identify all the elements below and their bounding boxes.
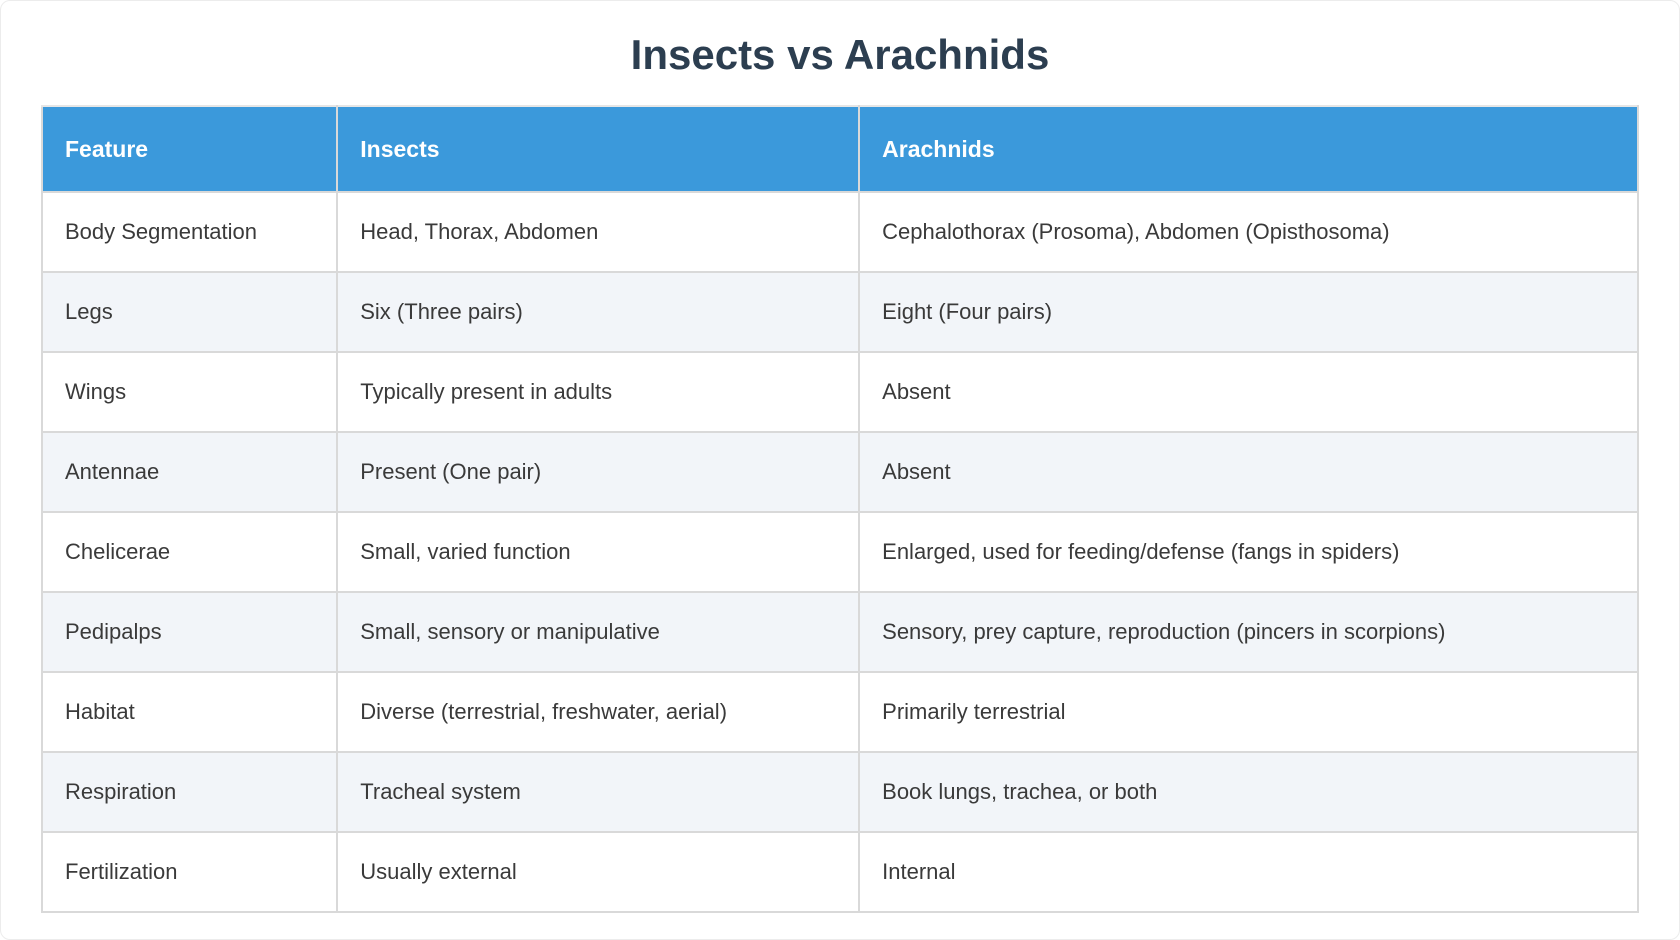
feature-cell: Antennae	[40, 431, 339, 514]
column-header-feature: Feature	[40, 105, 339, 194]
table-row: Respiration Tracheal system Book lungs, tr…	[40, 751, 1639, 834]
arachnids-cell: Internal	[858, 831, 1639, 914]
comparison-table: Feature Insects Arachnids Body Segmentatio…	[40, 105, 1639, 914]
insects-cell: Typically present in adults	[336, 351, 861, 434]
arachnids-cell: Sensory, prey capture, reproduction (pin…	[858, 591, 1639, 674]
arachnids-cell: Primarily terrestrial	[858, 671, 1639, 754]
insects-cell: Present (One pair)	[336, 431, 861, 514]
table-row: Chelicerae Small, varied function Enlarged…	[40, 511, 1639, 594]
arachnids-cell: Absent	[858, 351, 1639, 434]
feature-cell: Habitat	[40, 671, 339, 754]
arachnids-cell: Absent	[858, 431, 1639, 514]
feature-cell: Respiration	[40, 751, 339, 834]
arachnids-cell: Enlarged, used for feeding/defense (fang…	[858, 511, 1639, 594]
feature-cell: Wings	[40, 351, 339, 434]
table-header: Feature Insects Arachnids	[40, 105, 1639, 194]
table-row: Pedipalps Small, sensory or manipulative S…	[40, 591, 1639, 674]
table-header-row: Feature Insects Arachnids	[40, 105, 1639, 194]
table-row: Legs Six (Three pairs) Eight (Four pairs)	[40, 271, 1639, 354]
feature-cell: Fertilization	[40, 831, 339, 914]
insects-cell: Six (Three pairs)	[336, 271, 861, 354]
column-header-arachnids: Arachnids	[858, 105, 1639, 194]
insects-cell: Tracheal system	[336, 751, 861, 834]
arachnids-cell: Eight (Four pairs)	[858, 271, 1639, 354]
feature-cell: Body Segmentation	[40, 191, 339, 274]
table-row: Antennae Present (One pair) Absent	[40, 431, 1639, 514]
insects-cell: Diverse (terrestrial, freshwater, aerial…	[336, 671, 861, 754]
insects-cell: Small, varied function	[336, 511, 861, 594]
page-title: Insects vs Arachnids	[630, 31, 1050, 78]
table-body: Body Segmentation Head, Thorax, Abdomen Ce…	[40, 191, 1639, 914]
column-header-insects: Insects	[336, 105, 861, 194]
insects-cell: Small, sensory or manipulative	[336, 591, 861, 674]
feature-cell: Legs	[40, 271, 339, 354]
table-row: Body Segmentation Head, Thorax, Abdomen Ce…	[40, 191, 1639, 274]
insects-cell: Head, Thorax, Abdomen	[336, 191, 861, 274]
arachnids-cell: Cephalothorax (Prosoma), Abdomen (Opisth…	[858, 191, 1639, 274]
arachnids-cell: Book lungs, trachea, or both	[858, 751, 1639, 834]
feature-cell: Pedipalps	[40, 591, 339, 674]
table-row: Fertilization Usually external Internal	[40, 831, 1639, 914]
table-row: Wings Typically present in adults Absent	[40, 351, 1639, 434]
table-row: Habitat Diverse (terrestrial, freshwater,…	[40, 671, 1639, 754]
insects-cell: Usually external	[336, 831, 861, 914]
feature-cell: Chelicerae	[40, 511, 339, 594]
